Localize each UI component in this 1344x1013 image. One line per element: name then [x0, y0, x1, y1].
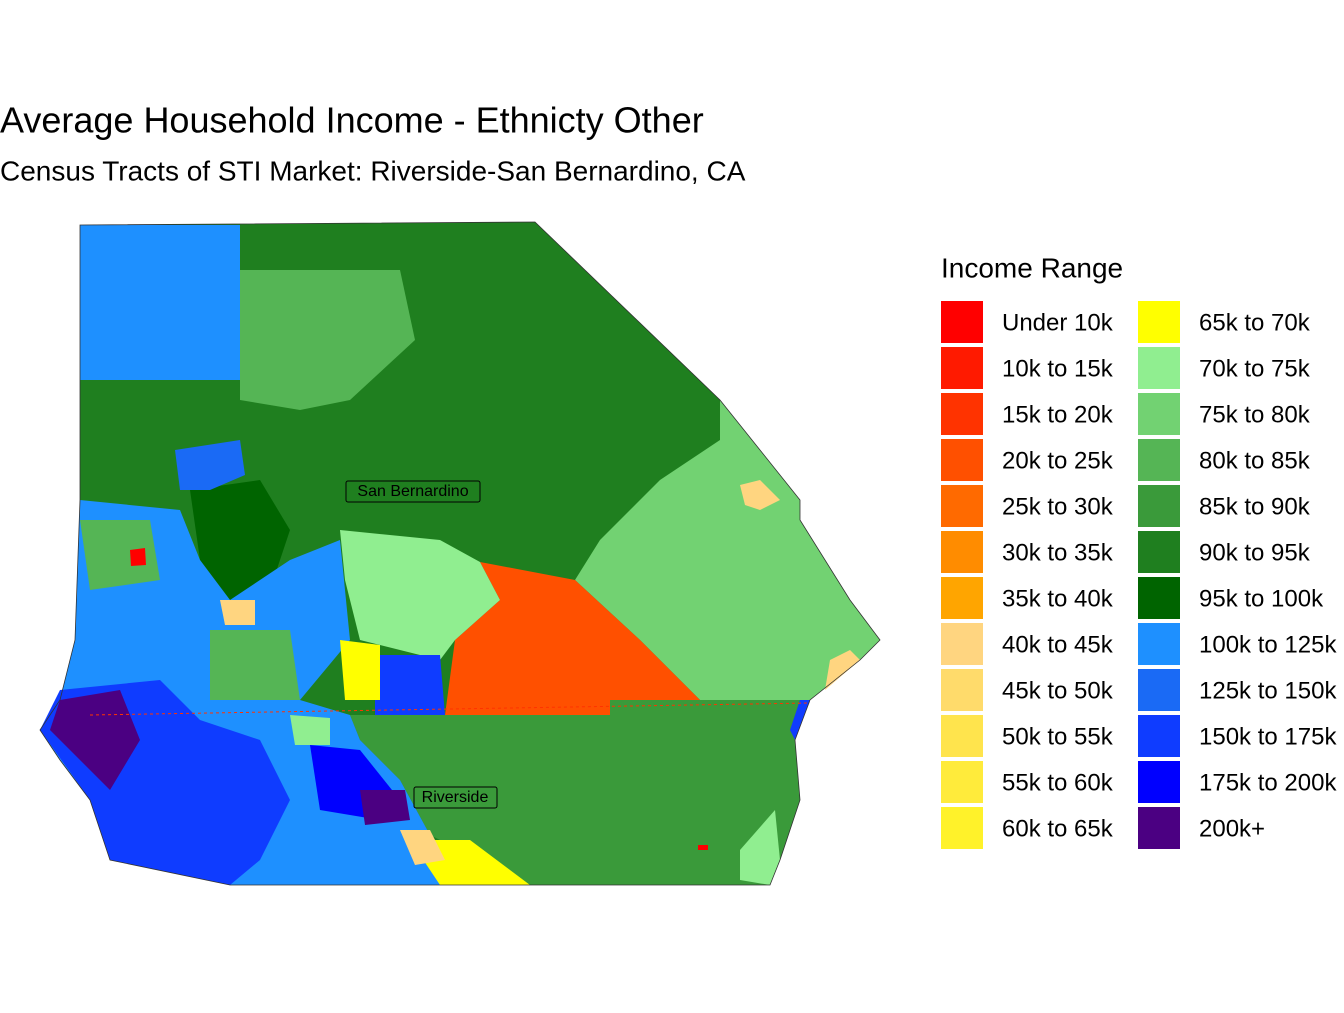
legend-label: 200k+: [1199, 815, 1265, 842]
region: [80, 520, 160, 590]
region: [340, 530, 500, 660]
legend-swatch: [941, 577, 983, 619]
legend-title: Income Range: [941, 252, 1123, 283]
place-box: [345, 480, 481, 503]
legend-label: 100k to 125k: [1199, 631, 1337, 658]
legend-label: 10k to 15k: [1002, 355, 1114, 382]
region: [50, 690, 140, 790]
region: [445, 562, 700, 715]
legend-label: 75k to 80k: [1199, 401, 1311, 428]
region: [740, 810, 780, 885]
outline: [39, 221, 881, 886]
legend-label: 65k to 70k: [1199, 309, 1311, 336]
legend-swatch: [941, 669, 983, 711]
legend-label: 80k to 85k: [1199, 447, 1311, 474]
legend-label: 60k to 65k: [1002, 815, 1114, 842]
county-border: [89, 702, 811, 716]
legend-swatch: [941, 485, 983, 527]
region: [190, 480, 290, 600]
legend-label: 45k to 50k: [1002, 677, 1114, 704]
legend-swatch: [1138, 807, 1180, 849]
legend-label: 50k to 55k: [1002, 723, 1114, 750]
legend-swatch: [1138, 761, 1180, 803]
place-labels: San Bernardino Riverside: [345, 480, 498, 809]
subtitle: Census Tracts of STI Market: Riverside-S…: [0, 155, 746, 186]
place-box: [413, 786, 498, 809]
legend-label: 15k to 20k: [1002, 401, 1114, 428]
legend-swatch: [1138, 577, 1180, 619]
legend-swatch: [1138, 393, 1180, 435]
legend-swatch: [1138, 439, 1180, 481]
legend-label: 95k to 100k: [1199, 585, 1324, 612]
legend-swatch: [1138, 301, 1180, 343]
legend-swatch: [941, 393, 983, 435]
legend-swatch: [941, 347, 983, 389]
legend-swatch: [1138, 531, 1180, 573]
region: [375, 655, 445, 715]
legend-swatch: [1138, 669, 1180, 711]
region: [400, 830, 445, 865]
region: [698, 845, 708, 850]
title: Average Household Income - Ethnicty Othe…: [0, 100, 704, 141]
region: [175, 440, 245, 490]
legend-swatch: [941, 623, 983, 665]
legend-label: 55k to 60k: [1002, 769, 1114, 796]
legend-swatch: [1138, 715, 1180, 757]
legend-swatch: [941, 715, 983, 757]
region: [80, 225, 240, 380]
region: [130, 548, 146, 566]
legend-swatch: [941, 761, 983, 803]
region: [290, 715, 330, 745]
legend-label: 175k to 200k: [1199, 769, 1337, 796]
legend-label: Under 10k: [1002, 309, 1114, 336]
legend-label: 25k to 30k: [1002, 493, 1114, 520]
region: [220, 600, 255, 625]
legend-label: 35k to 40k: [1002, 585, 1114, 612]
place-label: San Bernardino: [357, 483, 468, 500]
legend-label: 90k to 95k: [1199, 539, 1311, 566]
legend-label: 125k to 150k: [1199, 677, 1337, 704]
legend-label: 30k to 35k: [1002, 539, 1114, 566]
legend-swatch: [941, 807, 983, 849]
region: [210, 630, 300, 700]
legend-swatch: [1138, 485, 1180, 527]
legend-label: 40k to 45k: [1002, 631, 1114, 658]
region: [340, 640, 380, 700]
legend-swatch: [941, 531, 983, 573]
legend-label: 20k to 25k: [1002, 447, 1114, 474]
legend-swatch: [1138, 623, 1180, 665]
legend: Income Range Under 10k 10k to 15k 15k to 2…: [941, 252, 1337, 849]
region: [360, 790, 410, 825]
region: [790, 700, 810, 740]
legend-swatch: [941, 439, 983, 481]
region: [575, 400, 880, 700]
place-label: Riverside: [422, 789, 489, 806]
region: [240, 270, 415, 410]
legend-label: 70k to 75k: [1199, 355, 1311, 382]
legend-label: 150k to 175k: [1199, 723, 1337, 750]
region: [350, 700, 810, 885]
region: [825, 650, 860, 690]
legend-swatch: [941, 301, 983, 343]
legend-swatch: [1138, 347, 1180, 389]
region: [740, 480, 780, 510]
tract-map: [39, 221, 881, 886]
legend-label: 85k to 90k: [1199, 493, 1311, 520]
